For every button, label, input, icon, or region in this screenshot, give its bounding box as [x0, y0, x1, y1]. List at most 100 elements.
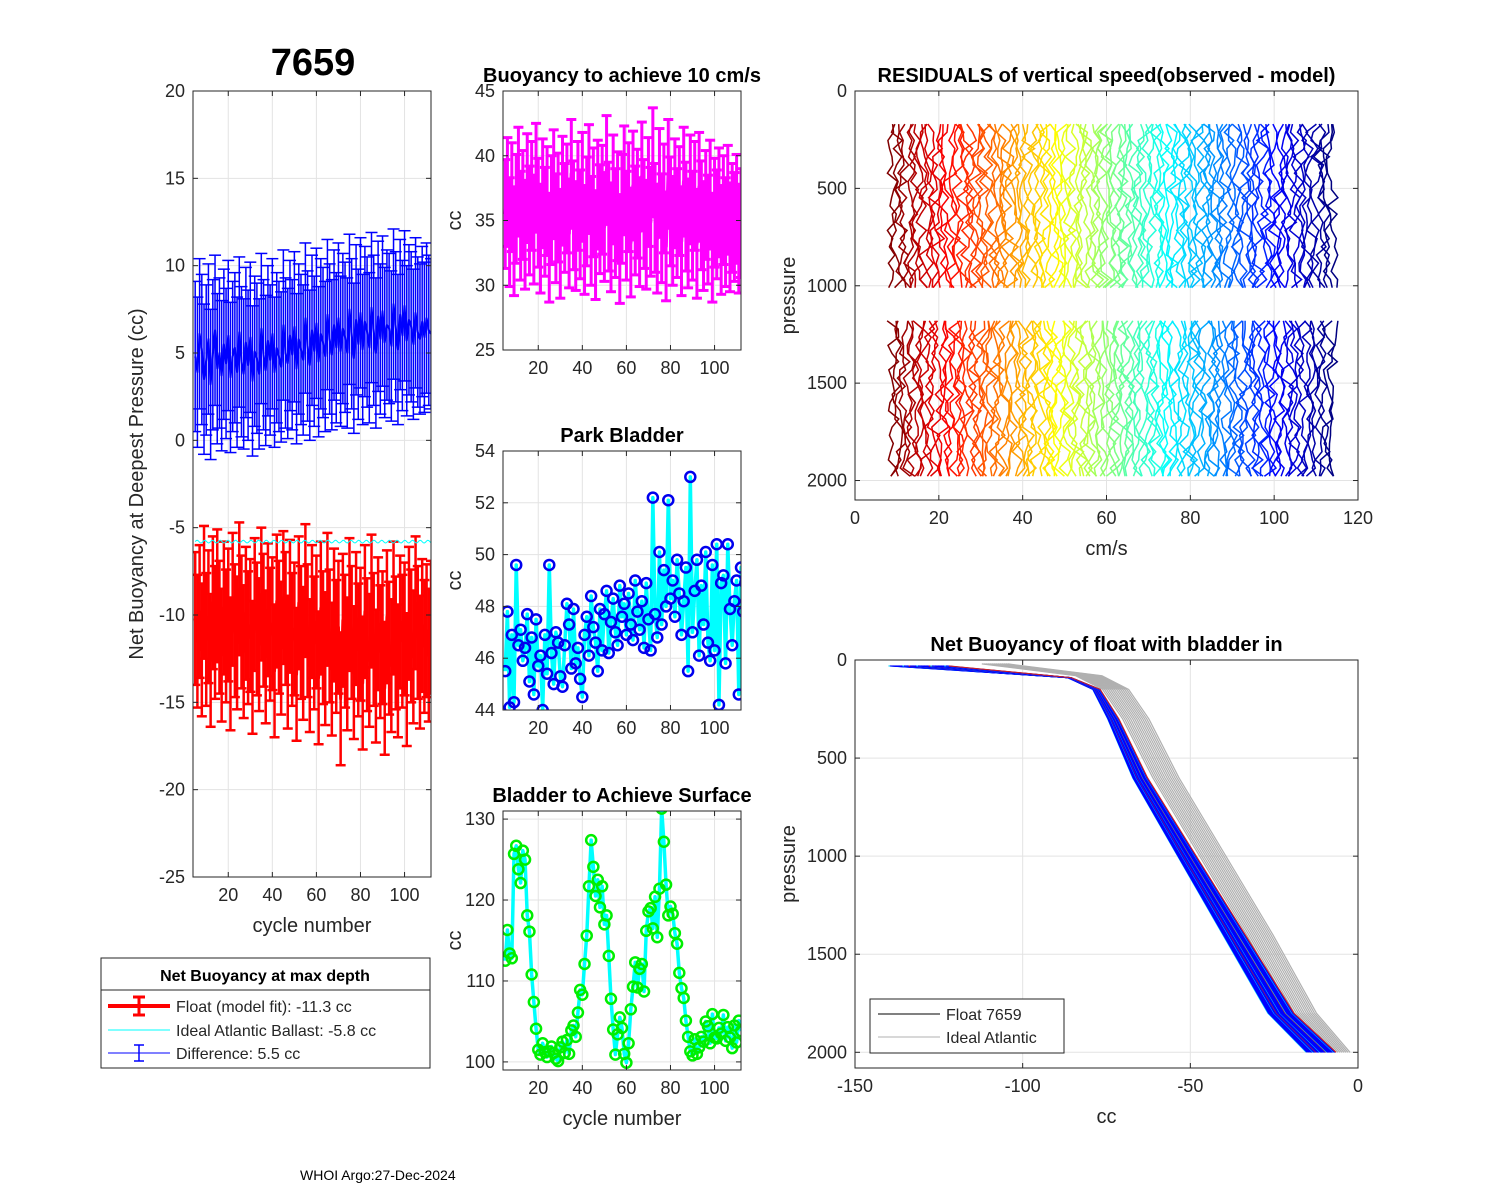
residual-profile — [1202, 123, 1216, 289]
tick-label-x: 20 — [528, 718, 548, 738]
data-point — [699, 545, 712, 559]
residual-profile — [1123, 123, 1138, 288]
data-point — [598, 607, 611, 621]
data-point — [701, 636, 715, 649]
residual-profile — [930, 320, 945, 477]
tick-label-y: 10 — [165, 256, 185, 276]
data-point — [536, 703, 549, 710]
data-point — [543, 558, 556, 572]
legend-entry-float-fit: Float (model fit): -11.3 cc — [108, 995, 352, 1017]
residual-profile — [1214, 320, 1229, 477]
data-point — [725, 639, 739, 652]
residual-profile — [1305, 320, 1317, 477]
data-point — [567, 1019, 580, 1032]
residual-profile — [1194, 320, 1208, 477]
data-point — [653, 545, 666, 559]
data-point — [540, 667, 554, 680]
data-point — [556, 680, 569, 693]
residual-profile — [1248, 320, 1261, 477]
tick-label-y: -25 — [159, 867, 185, 887]
data-point — [507, 695, 521, 709]
data-point — [714, 576, 728, 590]
residual-profile — [1263, 124, 1277, 289]
residual-profile — [1000, 123, 1015, 288]
data-point — [558, 639, 571, 652]
tick-label-x: 80 — [660, 1078, 680, 1098]
residual-profile — [967, 124, 983, 289]
residual-profile — [1186, 123, 1198, 288]
series-line — [194, 303, 431, 386]
data-point — [736, 605, 741, 618]
residual-profile — [1000, 320, 1014, 477]
ideal-profile — [1003, 663, 1347, 1053]
axes-box — [502, 810, 742, 1071]
tick-label-y: 35 — [475, 211, 495, 231]
data-point — [611, 639, 624, 652]
data-point — [578, 957, 591, 971]
data-point — [659, 878, 673, 891]
data-point — [518, 853, 532, 866]
data-point — [562, 1047, 576, 1061]
residual-profile — [1230, 123, 1245, 289]
residual-profile — [1235, 123, 1250, 288]
data-point — [655, 618, 668, 631]
data-point — [604, 615, 618, 629]
residual-profile — [1132, 320, 1146, 477]
tick-label-y: 500 — [817, 748, 847, 768]
data-point — [551, 1054, 565, 1068]
data-point — [695, 579, 708, 592]
chart-title: Bladder to Achieve Surface — [492, 785, 751, 807]
residual-profile — [902, 320, 917, 477]
plot-layer — [503, 106, 741, 305]
axes-frame: 0 20 40 60 80 100 120 0 500 1000 1500 2000 RESIDUALS… — [778, 65, 1373, 560]
data-point — [503, 664, 512, 678]
residual-profile — [1053, 320, 1068, 477]
ideal-profile — [1001, 663, 1345, 1053]
residual-profile — [1276, 123, 1290, 288]
residual-profile — [923, 124, 936, 288]
data-point — [670, 937, 684, 950]
residual-profile — [886, 124, 899, 289]
ideal-ballast-line — [194, 539, 431, 544]
data-point — [525, 631, 538, 644]
data-point — [675, 628, 688, 642]
data-point — [730, 1036, 741, 1049]
data-point — [562, 618, 576, 631]
data-point — [514, 876, 527, 890]
data-point — [578, 628, 591, 642]
data-point — [708, 644, 721, 657]
residual-profile — [1091, 123, 1105, 289]
tick-label-x: -100 — [1005, 1076, 1041, 1096]
data-point — [697, 618, 710, 631]
residual-profile — [1073, 123, 1085, 288]
data-point — [595, 880, 609, 893]
residual-profile — [906, 123, 920, 288]
tick-label-y: 52 — [475, 493, 495, 513]
data-point — [600, 909, 613, 922]
data-point — [518, 641, 532, 655]
data-point — [595, 644, 609, 657]
residual-profile — [1243, 123, 1257, 289]
chart-title: Buoyancy to achieve 10 cm/s — [483, 65, 761, 87]
tick-label-y: 46 — [475, 648, 495, 668]
data-point — [670, 553, 684, 567]
axes-frame: 20 40 60 80 100 -25 -20 -15 -10 -5 0 5 10 15 20 cycle n… — [126, 81, 432, 937]
residual-profile — [992, 320, 1006, 477]
tick-label-y: 0 — [837, 81, 847, 101]
axis-label-y: pressure — [778, 257, 800, 335]
data-point — [505, 952, 519, 965]
chart-title: RESIDUALS of vertical speed(observed - m… — [878, 65, 1336, 87]
data-point — [529, 613, 543, 626]
residual-profile — [1141, 123, 1154, 289]
data-point — [664, 592, 677, 605]
data-point — [717, 569, 730, 582]
data-point — [569, 657, 582, 670]
tick-label-y: 500 — [817, 178, 847, 198]
tick-label-x: 20 — [929, 508, 949, 528]
data-point — [739, 578, 741, 588]
data-point — [673, 966, 686, 980]
axis-label-x: cycle number — [253, 915, 372, 937]
data-point — [635, 957, 649, 971]
